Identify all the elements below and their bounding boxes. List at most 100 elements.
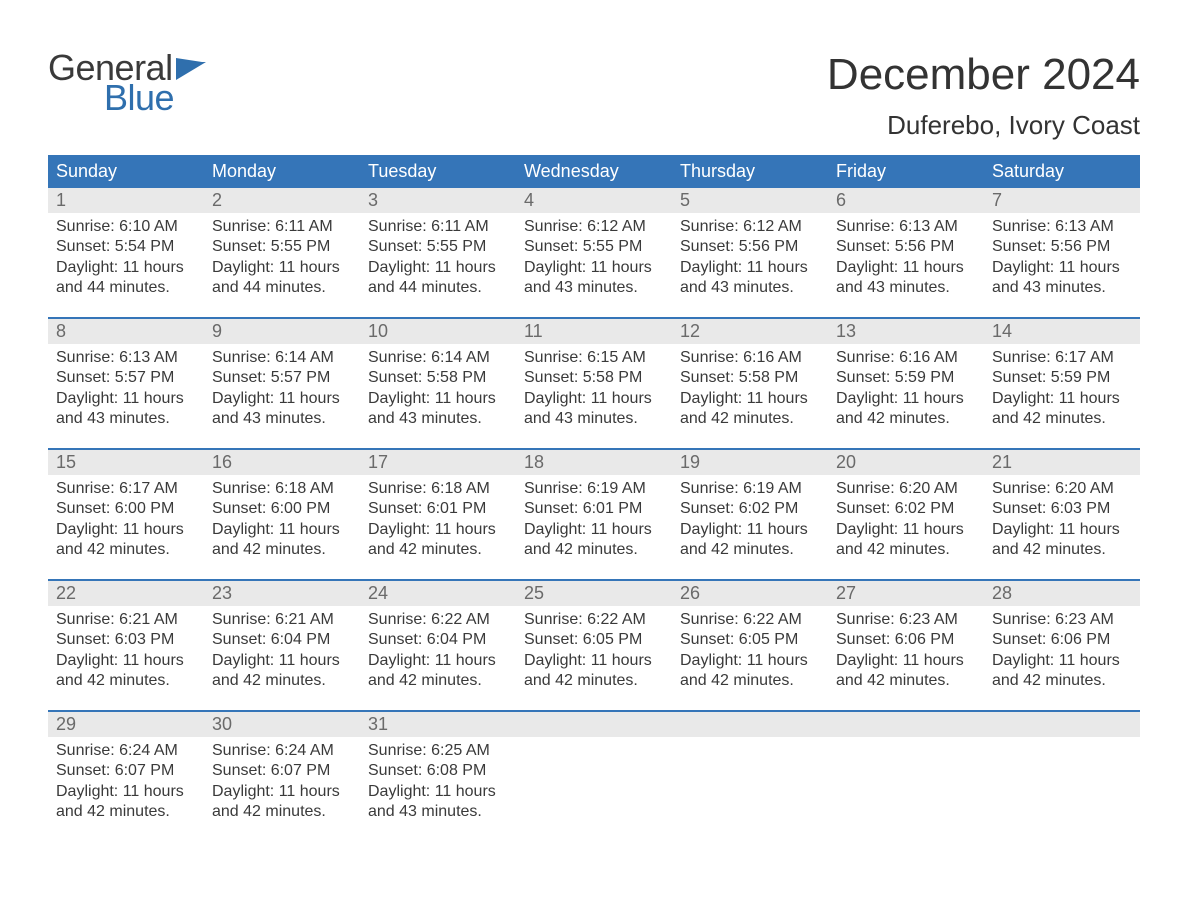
calendar-day-cell: 9Sunrise: 6:14 AMSunset: 5:57 PMDaylight…	[204, 318, 360, 449]
sunrise-line: Sunrise: 6:10 AM	[56, 217, 196, 237]
location-subtitle: Duferebo, Ivory Coast	[827, 110, 1140, 141]
calendar-day-cell: 11Sunrise: 6:15 AMSunset: 5:58 PMDayligh…	[516, 318, 672, 449]
sunrise-line: Sunrise: 6:12 AM	[524, 217, 664, 237]
calendar-day-cell: 30 Sunrise: 6:24 AMSunset: 6:07 PMDayligh…	[204, 711, 360, 841]
sunrise-line: Sunrise: 6:17 AM	[56, 479, 196, 499]
day-details: Sunrise: 6:14 AMSunset: 5:58 PMDaylight:…	[368, 348, 508, 430]
sunset-line: Sunset: 5:56 PM	[680, 237, 820, 257]
day-details: Sunrise: 6:13 AMSunset: 5:57 PMDaylight:…	[56, 348, 196, 430]
day-number-empty	[672, 712, 828, 737]
sunrise-line: Sunrise: 6:19 AM	[680, 479, 820, 499]
day-details: Sunrise: 6:19 AMSunset: 6:02 PMDaylight:…	[680, 479, 820, 561]
day-number: 29	[48, 712, 204, 737]
sunset-line: Sunset: 6:02 PM	[836, 499, 976, 519]
day-number: 13	[828, 319, 984, 344]
sunrise-line: Sunrise: 6:20 AM	[836, 479, 976, 499]
daylight-line: Daylight: 11 hours and 42 minutes.	[836, 520, 976, 561]
calendar-day-cell	[516, 711, 672, 841]
daylight-line: Daylight: 11 hours and 42 minutes.	[992, 651, 1132, 692]
day-number: 19	[672, 450, 828, 475]
sunset-line: Sunset: 5:57 PM	[212, 368, 352, 388]
day-details: Sunrise: 6:21 AMSunset: 6:03 PMDaylight:…	[56, 610, 196, 692]
weekday-header: Saturday	[984, 155, 1140, 188]
day-number: 15	[48, 450, 204, 475]
daylight-line: Daylight: 11 hours and 44 minutes.	[56, 258, 196, 299]
daylight-line: Daylight: 11 hours and 42 minutes.	[56, 782, 196, 823]
sunset-line: Sunset: 6:06 PM	[992, 630, 1132, 650]
calendar-day-cell: 7Sunrise: 6:13 AMSunset: 5:56 PMDaylight…	[984, 188, 1140, 318]
calendar-week-row: 1 Sunrise: 6:10 AMSunset: 5:54 PMDaylight…	[48, 188, 1140, 318]
day-details: Sunrise: 6:25 AMSunset: 6:08 PMDaylight:…	[368, 741, 508, 823]
sunset-line: Sunset: 6:04 PM	[212, 630, 352, 650]
day-number: 1	[48, 188, 204, 213]
weekday-header: Thursday	[672, 155, 828, 188]
sunset-line: Sunset: 6:02 PM	[680, 499, 820, 519]
calendar-day-cell: 19 Sunrise: 6:19 AMSunset: 6:02 PMDayligh…	[672, 449, 828, 580]
sunrise-line: Sunrise: 6:22 AM	[680, 610, 820, 630]
sunset-line: Sunset: 5:56 PM	[992, 237, 1132, 257]
day-details: Sunrise: 6:23 AMSunset: 6:06 PMDaylight:…	[992, 610, 1132, 692]
sunset-line: Sunset: 6:00 PM	[56, 499, 196, 519]
day-details: Sunrise: 6:20 AMSunset: 6:03 PMDaylight:…	[992, 479, 1132, 561]
sunrise-line: Sunrise: 6:24 AM	[212, 741, 352, 761]
calendar-day-cell: 5Sunrise: 6:12 AMSunset: 5:56 PMDaylight…	[672, 188, 828, 318]
sunset-line: Sunset: 5:59 PM	[836, 368, 976, 388]
day-details: Sunrise: 6:12 AMSunset: 5:56 PMDaylight:…	[680, 217, 820, 299]
day-details: Sunrise: 6:10 AMSunset: 5:54 PMDaylight:…	[56, 217, 196, 299]
day-details: Sunrise: 6:16 AMSunset: 5:59 PMDaylight:…	[836, 348, 976, 430]
day-details: Sunrise: 6:22 AMSunset: 6:04 PMDaylight:…	[368, 610, 508, 692]
sunset-line: Sunset: 6:01 PM	[524, 499, 664, 519]
sunrise-line: Sunrise: 6:21 AM	[56, 610, 196, 630]
day-details: Sunrise: 6:19 AMSunset: 6:01 PMDaylight:…	[524, 479, 664, 561]
day-details: Sunrise: 6:16 AMSunset: 5:58 PMDaylight:…	[680, 348, 820, 430]
page-title: December 2024	[827, 50, 1140, 100]
sunrise-line: Sunrise: 6:15 AM	[524, 348, 664, 368]
day-number: 3	[360, 188, 516, 213]
daylight-line: Daylight: 11 hours and 42 minutes.	[680, 389, 820, 430]
calendar-day-cell: 18Sunrise: 6:19 AMSunset: 6:01 PMDayligh…	[516, 449, 672, 580]
calendar-day-cell: 25Sunrise: 6:22 AMSunset: 6:05 PMDayligh…	[516, 580, 672, 711]
calendar-day-cell: 1 Sunrise: 6:10 AMSunset: 5:54 PMDaylight…	[48, 188, 204, 318]
sunrise-line: Sunrise: 6:19 AM	[524, 479, 664, 499]
day-number: 8	[48, 319, 204, 344]
daylight-line: Daylight: 11 hours and 42 minutes.	[56, 651, 196, 692]
calendar-day-cell: 10Sunrise: 6:14 AMSunset: 5:58 PMDayligh…	[360, 318, 516, 449]
daylight-line: Daylight: 11 hours and 42 minutes.	[56, 520, 196, 561]
daylight-line: Daylight: 11 hours and 43 minutes.	[212, 389, 352, 430]
day-number-empty	[828, 712, 984, 737]
sunset-line: Sunset: 6:06 PM	[836, 630, 976, 650]
day-number: 14	[984, 319, 1140, 344]
day-details: Sunrise: 6:20 AMSunset: 6:02 PMDaylight:…	[836, 479, 976, 561]
calendar-table: SundayMondayTuesdayWednesdayThursdayFrid…	[48, 155, 1140, 841]
sunset-line: Sunset: 6:07 PM	[212, 761, 352, 781]
calendar-day-cell: 6Sunrise: 6:13 AMSunset: 5:56 PMDaylight…	[828, 188, 984, 318]
sunrise-line: Sunrise: 6:21 AM	[212, 610, 352, 630]
daylight-line: Daylight: 11 hours and 43 minutes.	[524, 258, 664, 299]
day-details: Sunrise: 6:18 AMSunset: 6:00 PMDaylight:…	[212, 479, 352, 561]
calendar-day-cell: 14Sunrise: 6:17 AMSunset: 5:59 PMDayligh…	[984, 318, 1140, 449]
sunrise-line: Sunrise: 6:25 AM	[368, 741, 508, 761]
daylight-line: Daylight: 11 hours and 44 minutes.	[212, 258, 352, 299]
flag-icon	[176, 58, 206, 80]
calendar-day-cell: 2Sunrise: 6:11 AMSunset: 5:55 PMDaylight…	[204, 188, 360, 318]
weekday-header-row: SundayMondayTuesdayWednesdayThursdayFrid…	[48, 155, 1140, 188]
day-number: 12	[672, 319, 828, 344]
daylight-line: Daylight: 11 hours and 42 minutes.	[680, 651, 820, 692]
sunset-line: Sunset: 6:03 PM	[992, 499, 1132, 519]
daylight-line: Daylight: 11 hours and 42 minutes.	[680, 520, 820, 561]
weekday-header: Friday	[828, 155, 984, 188]
calendar-day-cell: 23Sunrise: 6:21 AMSunset: 6:04 PMDayligh…	[204, 580, 360, 711]
sunrise-line: Sunrise: 6:18 AM	[368, 479, 508, 499]
calendar-week-row: 29Sunrise: 6:24 AMSunset: 6:07 PMDayligh…	[48, 711, 1140, 841]
day-number: 30	[204, 712, 360, 737]
sunrise-line: Sunrise: 6:14 AM	[212, 348, 352, 368]
sunset-line: Sunset: 5:55 PM	[524, 237, 664, 257]
sunset-line: Sunset: 5:58 PM	[368, 368, 508, 388]
sunset-line: Sunset: 6:05 PM	[680, 630, 820, 650]
calendar-day-cell: 29Sunrise: 6:24 AMSunset: 6:07 PMDayligh…	[48, 711, 204, 841]
daylight-line: Daylight: 11 hours and 42 minutes.	[368, 651, 508, 692]
daylight-line: Daylight: 11 hours and 44 minutes.	[368, 258, 508, 299]
daylight-line: Daylight: 11 hours and 42 minutes.	[212, 782, 352, 823]
day-number: 31	[360, 712, 516, 737]
day-details: Sunrise: 6:11 AMSunset: 5:55 PMDaylight:…	[368, 217, 508, 299]
